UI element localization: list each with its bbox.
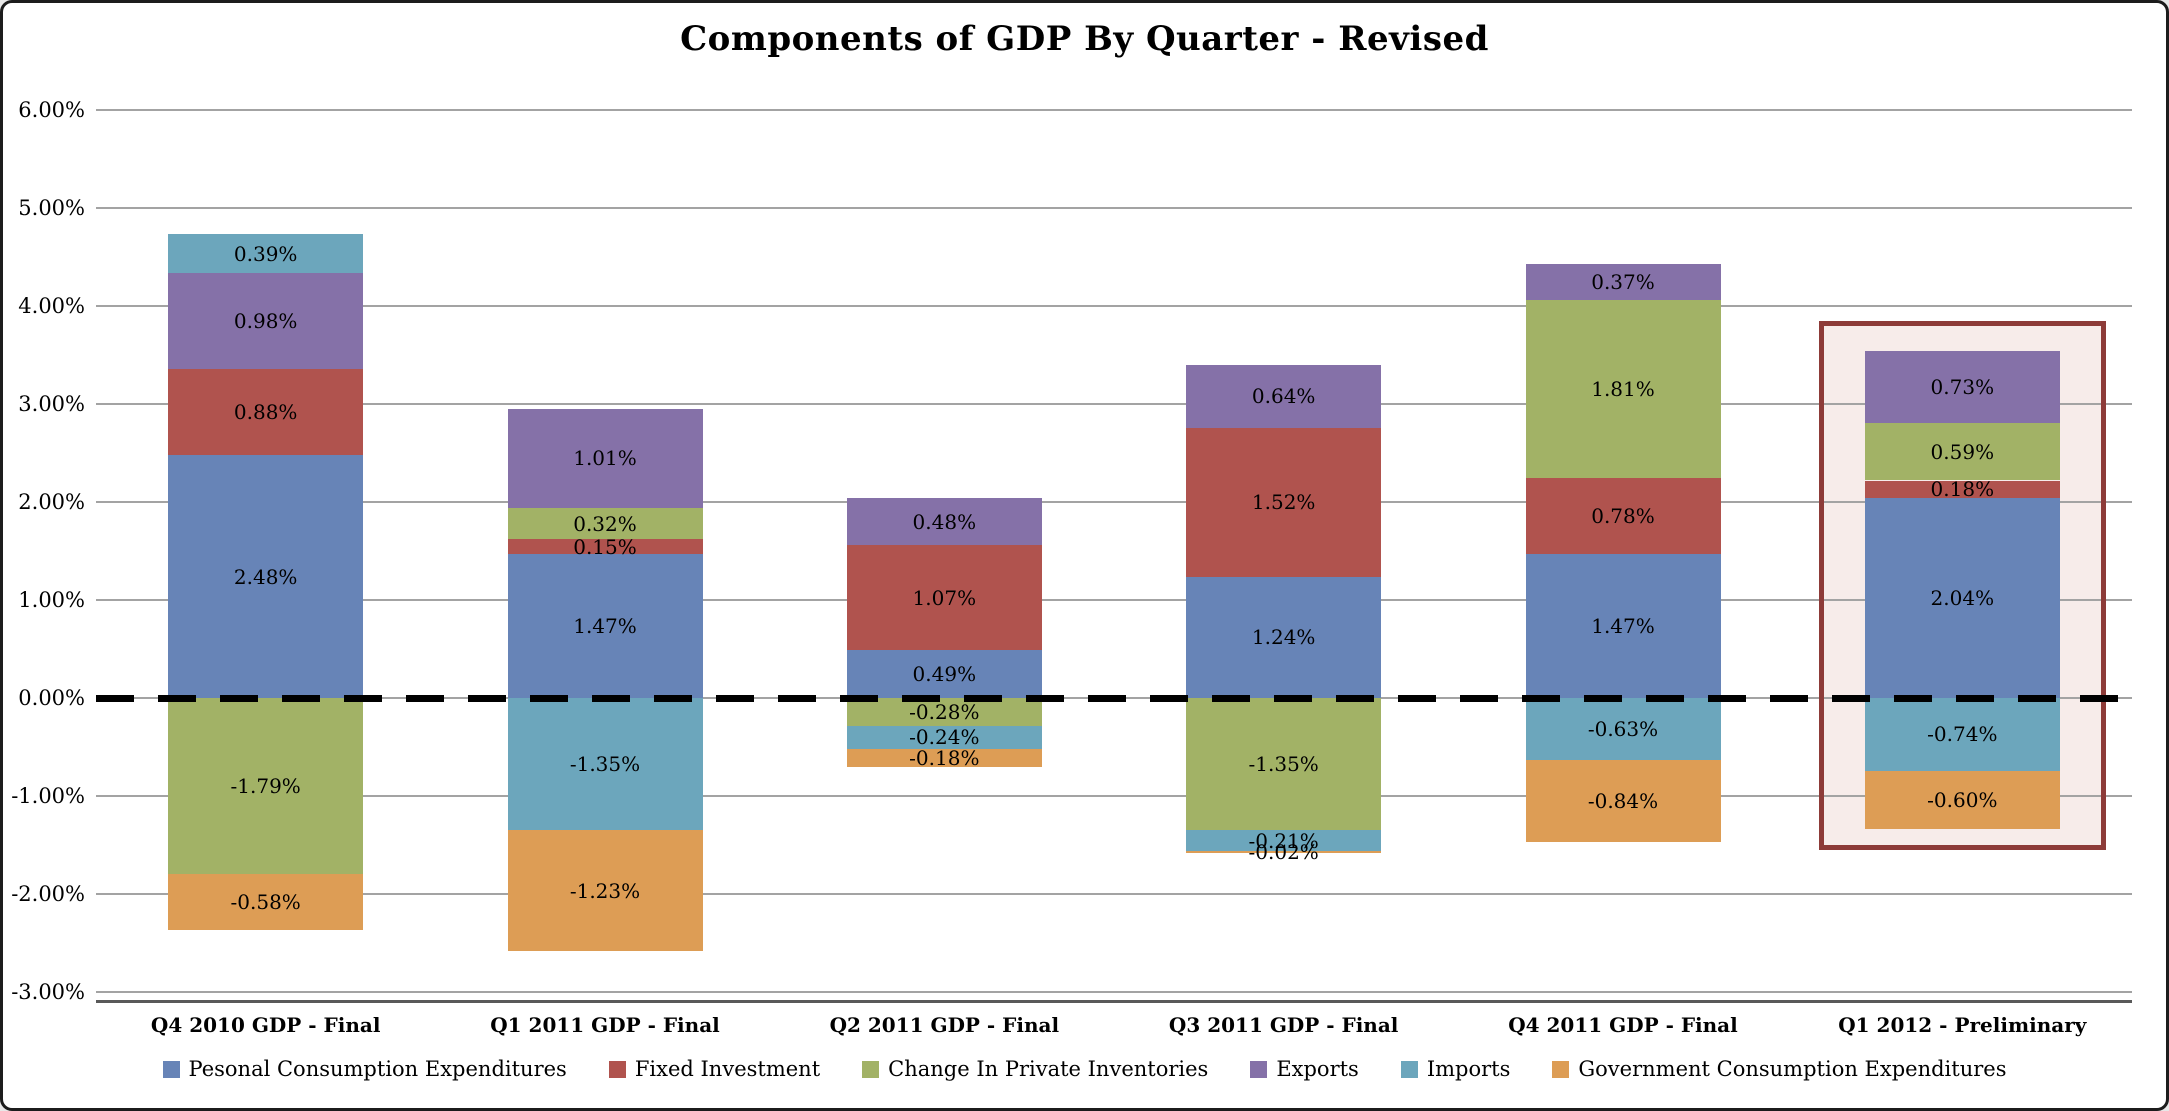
bar-segment [507,408,703,508]
legend-item: Fixed Investment [608,1057,821,1081]
gridline [96,599,2132,602]
chart-title: Components of GDP By Quarter - Revised [680,19,1489,59]
gridline [96,108,2132,111]
legend-swatch-icon [862,1060,880,1078]
y-tick-label: 5.00% [18,195,85,220]
bar-segment [846,725,1042,750]
legend-label: Fixed Investment [634,1057,821,1081]
gridline [96,501,2132,504]
y-tick-label: 4.00% [18,294,85,318]
bar-segment [1186,851,1382,853]
bar-segment [846,650,1042,699]
bar-segment [168,698,364,874]
bar-segment [1525,300,1721,478]
legend-swatch-icon [1400,1060,1418,1078]
legend-swatch-icon [162,1060,180,1078]
bar-segment [507,539,703,555]
legend-item: Change In Private Inventories [862,1057,1208,1081]
bar-segment [1186,576,1382,699]
bar-segment [507,554,703,699]
bar-segment [1186,698,1382,831]
legend-item: Pesonal Consumption Expenditures [162,1057,567,1081]
bar-segment [1186,364,1382,428]
gridline [96,991,2132,994]
y-tick-label: 0.00% [18,686,85,711]
legend-label: Change In Private Inventories [888,1057,1209,1081]
category-label: Q4 2011 GDP - Final [1508,1013,1738,1037]
legend-swatch-icon [608,1060,626,1078]
bar-segment [1864,698,2060,771]
highlight-box-border [1818,320,2106,851]
category-label: Q1 2012 - Preliminary [1838,1013,2087,1037]
bar-segment [168,873,364,931]
bar-segment [507,507,703,540]
gridline [96,893,2132,896]
legend-item: Exports [1250,1057,1359,1081]
gridline [96,795,2132,798]
legend-item: Imports [1400,1057,1511,1081]
zero-line [96,695,2130,703]
bar-segment [846,545,1042,651]
legend-item: Government Consumption Expenditures [1552,1057,2006,1081]
bar-segment [168,234,364,273]
legend-label: Government Consumption Expenditures [1578,1057,2007,1081]
gridline [96,206,2132,209]
bar-segment [1525,263,1721,301]
bar-segment [168,272,364,369]
plot-area: 2.48% 0.88% -1.79% 0.98% 0.39% -0.58% 1.47% 0.1… [96,58,2132,1003]
bar-segment [1864,422,2060,481]
legend-label: Pesonal Consumption Expenditures [188,1057,567,1081]
bar-segment [168,368,364,455]
bar-segment [507,698,703,831]
legend-swatch-icon [1250,1060,1268,1078]
category-label: Q4 2010 GDP - Final [150,1013,381,1037]
y-axis: 6.00% 5.00% 4.00% 3.00% 2.00% 1.00% 0.00% -1.00… [3,58,89,1005]
bar-segment [168,455,364,699]
y-tick-label: 6.00% [18,97,85,122]
category-label: Q3 2011 GDP - Final [1168,1013,1399,1037]
category-label: Q2 2011 GDP - Final [829,1013,1060,1037]
legend-swatch-icon [1552,1060,1570,1078]
bar-segment [1864,770,2060,830]
legend-label: Imports [1426,1057,1511,1081]
bar-segment [1186,830,1382,852]
bar-segment [1864,351,2060,423]
bar-segment [1525,698,1721,760]
bar-segment [846,498,1042,546]
y-tick-label: 2.00% [18,490,85,515]
y-tick-label: -2.00% [11,882,85,907]
y-tick-label: 3.00% [18,392,85,417]
bar-segment [1186,427,1382,577]
y-tick-label: -1.00% [11,784,85,809]
y-tick-label: -3.00% [11,980,85,1005]
gridline [96,305,2132,307]
bar-segment [1525,759,1721,843]
bar-segment [846,749,1042,767]
category-axis-line [96,1000,2132,1003]
bar-segment [1864,498,2060,699]
bar-segment [1864,480,2060,499]
legend-label: Exports [1276,1057,1359,1081]
x-axis: Q4 2010 GDP - Final Q1 2011 GDP - Final Q2… [96,1013,2132,1037]
gridline [96,403,2132,406]
bar-segment [846,698,1042,726]
category-label: Q1 2011 GDP - Final [490,1013,720,1037]
y-tick-label: 1.00% [18,588,85,613]
bar-segment [1525,554,1721,699]
bar-segment [507,830,703,952]
bar-segment [1525,477,1721,555]
legend: Pesonal Consumption Expenditures Fixed In… [3,1057,2166,1081]
